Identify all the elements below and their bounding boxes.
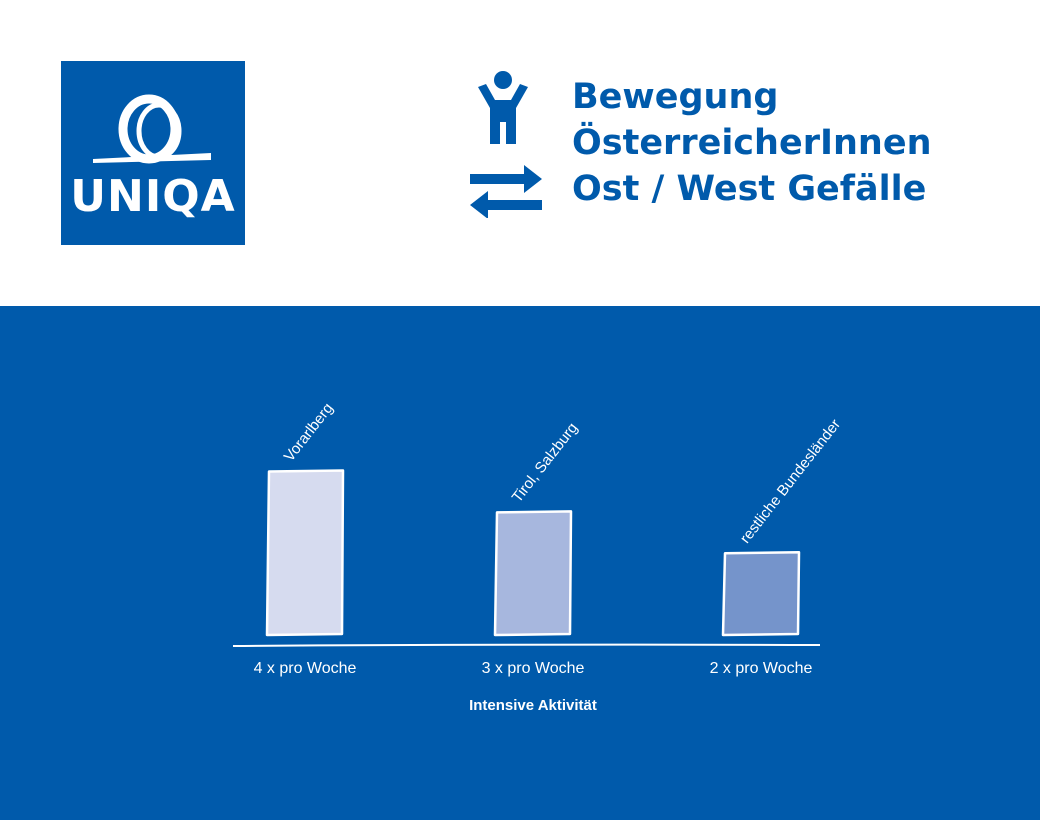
page-title: Bewegung ÖsterreicherInnen Ost / West Ge… [572, 74, 932, 212]
x-tick-label-3: 2 x pro Woche [710, 660, 813, 677]
bar-1 [265, 469, 345, 637]
title-line-3: Ost / West Gefälle [572, 169, 927, 209]
bar-label-3: restliche Bundesländer [737, 416, 844, 547]
x-axis-line [232, 643, 821, 647]
person-icon [478, 71, 528, 144]
uniqa-logo-emblem-icon [93, 94, 211, 164]
x-tick-label-1: 4 x pro Woche [254, 660, 357, 677]
bar-chart: Vorarlberg 4 x pro Woche Tirol, Salzburg 3 … [232, 400, 844, 714]
header-area: UNIQA Bewegung ÖsterreicherInnen Ost / W… [0, 0, 1040, 306]
x-tick-label-2: 3 x pro Woche [482, 660, 585, 677]
bar-3 [721, 551, 801, 637]
chart-panel: Vorarlberg 4 x pro Woche Tirol, Salzburg 3 … [0, 306, 1040, 820]
uniqa-logo: UNIQA [61, 61, 245, 245]
swap-arrows-icon [470, 165, 542, 218]
title-line-1: Bewegung [572, 77, 779, 117]
title-line-2: ÖsterreicherInnen [572, 123, 932, 163]
bar-2 [493, 510, 573, 637]
logo-wordmark: UNIQA [70, 171, 236, 222]
x-axis-label: Intensive Aktivität [469, 697, 597, 714]
bar-label-2: Tirol, Salzburg [509, 420, 582, 506]
bar-label-1: Vorarlberg [281, 400, 337, 465]
